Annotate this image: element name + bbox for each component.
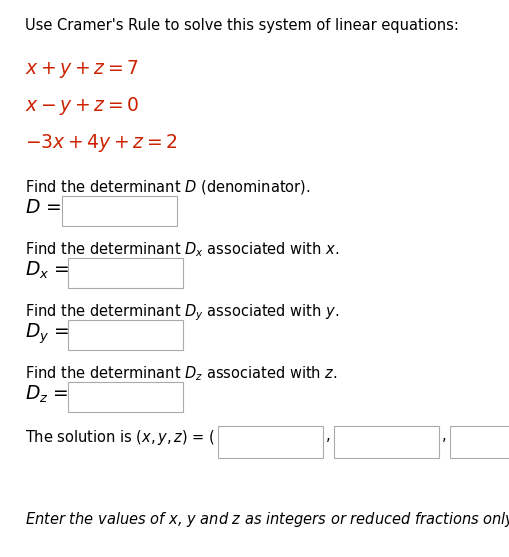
Text: $D_x$ =: $D_x$ = [25, 260, 69, 281]
Text: Find the determinant $D_z$ associated with $z$.: Find the determinant $D_z$ associated wi… [25, 364, 337, 383]
FancyBboxPatch shape [62, 196, 177, 226]
Text: $D$ =: $D$ = [25, 198, 61, 217]
Text: The solution is $(x, y, z)$ = (: The solution is $(x, y, z)$ = ( [25, 428, 215, 447]
Text: $D_z$ =: $D_z$ = [25, 384, 69, 405]
FancyBboxPatch shape [68, 382, 183, 412]
Text: Find the determinant $D$ (denominator).: Find the determinant $D$ (denominator). [25, 178, 310, 196]
Text: Find the determinant $D_x$ associated with $x$.: Find the determinant $D_x$ associated wi… [25, 240, 340, 258]
Text: $x + y + z = 7$: $x + y + z = 7$ [25, 58, 139, 80]
FancyBboxPatch shape [218, 426, 323, 458]
Text: $D_y$ =: $D_y$ = [25, 322, 69, 346]
Text: Find the determinant $D_y$ associated with $y$.: Find the determinant $D_y$ associated wi… [25, 302, 340, 323]
Text: ,: , [326, 428, 331, 443]
Text: ,: , [442, 428, 446, 443]
FancyBboxPatch shape [68, 320, 183, 350]
Text: $x - y + z = 0$: $x - y + z = 0$ [25, 95, 139, 117]
Text: $-3x + 4y + z = 2$: $-3x + 4y + z = 2$ [25, 132, 178, 154]
FancyBboxPatch shape [450, 426, 509, 458]
Text: Use Cramer's Rule to solve this system of linear equations:: Use Cramer's Rule to solve this system o… [25, 18, 459, 33]
FancyBboxPatch shape [68, 258, 183, 288]
Text: Enter the values of $x$, $y$ and $z$ as integers or reduced fractions only.: Enter the values of $x$, $y$ and $z$ as … [25, 510, 509, 529]
FancyBboxPatch shape [334, 426, 439, 458]
